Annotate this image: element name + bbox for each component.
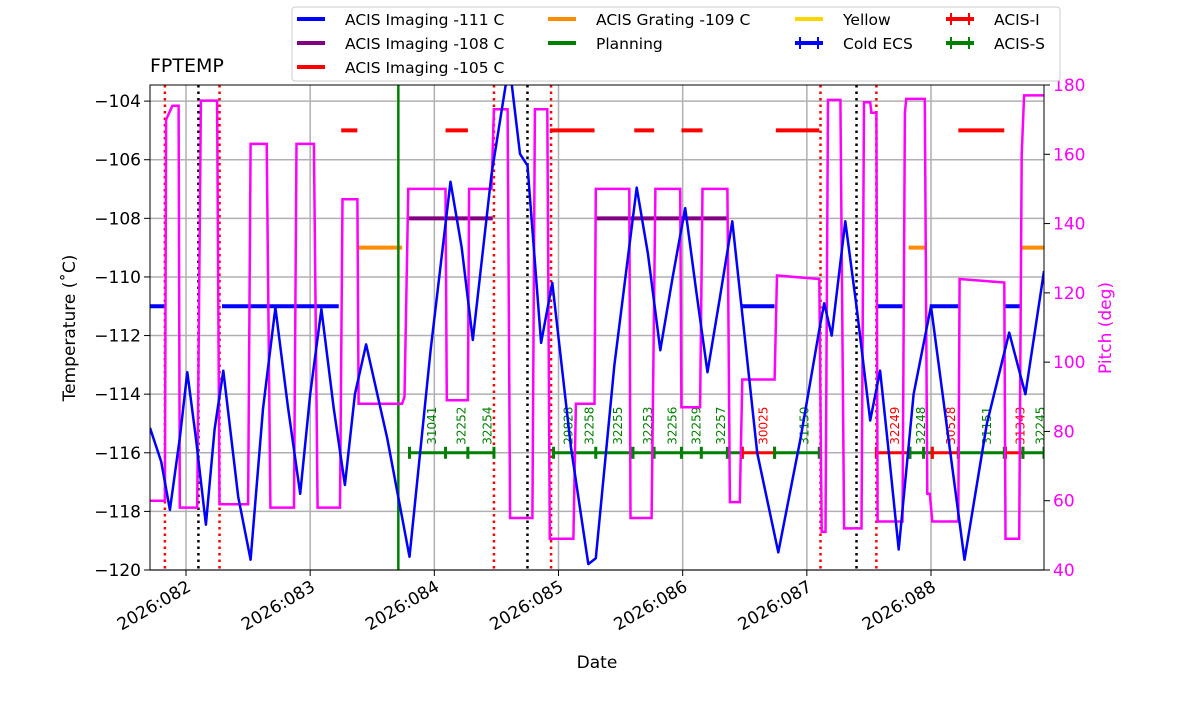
- grid: [150, 85, 1044, 571]
- y-tick-label: −114: [94, 385, 141, 405]
- y-tick-label: −112: [94, 327, 141, 347]
- legend-label: ACIS-I: [994, 11, 1040, 29]
- obsid-label: 32249: [888, 407, 902, 445]
- y-tick-label: −116: [94, 444, 141, 464]
- obsid-label: 32258: [583, 407, 597, 445]
- obsid-label: 32257: [714, 407, 728, 445]
- temperature-line: [150, 85, 1044, 566]
- y-tick-label: −120: [94, 561, 141, 581]
- y-axis-label: Temperature (˚C): [59, 255, 80, 403]
- plot-frame: [149, 84, 1045, 571]
- y2-tick-label: 40: [1053, 561, 1075, 581]
- obsid-label: 32256: [666, 407, 680, 445]
- x-tick-label: 2026:082: [114, 577, 195, 635]
- x-axis-label: Date: [577, 653, 618, 673]
- legend-label: Yellow: [842, 11, 891, 29]
- pitch-line: [150, 94, 1044, 541]
- obsid-label: 30025: [756, 407, 770, 445]
- legend-label: ACIS Imaging -105 C: [345, 59, 504, 77]
- legend-label: Planning: [596, 35, 663, 53]
- y2-tick-label: 80: [1053, 422, 1075, 442]
- y2-tick-label: 160: [1053, 145, 1085, 165]
- y2-axis-label: Pitch (deg): [1096, 282, 1116, 374]
- obsid-label: 32245: [1033, 407, 1047, 445]
- y2-tick-label: 120: [1053, 284, 1085, 304]
- x-tick-label: 2026:088: [859, 577, 940, 635]
- legend: ACIS Imaging -111 C ACIS Imaging -108 C AC…: [291, 6, 1061, 82]
- y2-tick-label: 140: [1053, 215, 1085, 235]
- chart-title: FPTEMP: [150, 55, 224, 77]
- legend-label: ACIS Grating -109 C: [596, 11, 750, 29]
- y2-tick-label: 100: [1053, 353, 1085, 373]
- legend-box: [291, 6, 1061, 82]
- obsid-label: 31041: [425, 407, 439, 445]
- legend-label: ACIS Imaging -108 C: [345, 35, 504, 53]
- y-tick-label: −118: [94, 502, 141, 522]
- obsid-label: 32259: [689, 407, 703, 445]
- legend-label: Cold ECS: [843, 35, 913, 53]
- obsid-label: 32252: [455, 407, 469, 445]
- y-tick-label: −104: [94, 92, 141, 112]
- x-tick-label: 2026:085: [486, 577, 567, 635]
- y-tick-label: −108: [94, 209, 141, 229]
- y2-tick-label: 180: [1053, 76, 1085, 96]
- legend-label: ACIS-S: [994, 35, 1045, 53]
- obsid-label: 32248: [914, 407, 928, 445]
- x-tick-label: 2026:087: [735, 577, 816, 635]
- x-tick-label: 2026:083: [238, 577, 319, 635]
- plot-area: 31041 32252 32254 29828 32258 32255 32253 32256…: [150, 85, 1047, 570]
- obsid-label: 32254: [481, 407, 495, 445]
- y-tick-label: −110: [94, 268, 141, 288]
- y-tick-label: −106: [94, 151, 141, 171]
- x-tick-label: 2026:084: [362, 577, 443, 635]
- y2-tick-label: 60: [1053, 492, 1075, 512]
- obsid-label: 32255: [611, 407, 625, 445]
- legend-label: ACIS Imaging -111 C: [345, 11, 504, 29]
- x-tick-label: 2026:086: [611, 577, 692, 635]
